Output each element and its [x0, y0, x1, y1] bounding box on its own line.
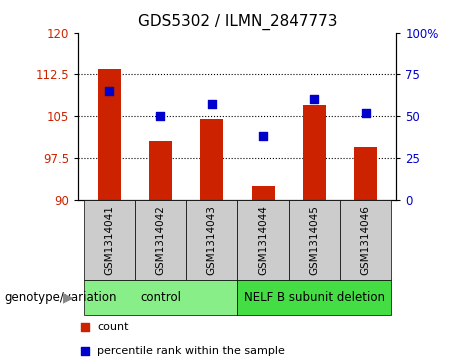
- Bar: [83, 280, 237, 315]
- Text: percentile rank within the sample: percentile rank within the sample: [97, 346, 285, 356]
- Point: [81, 348, 89, 354]
- Point: [311, 97, 318, 102]
- Bar: [303, 105, 326, 200]
- Text: GSM1314046: GSM1314046: [361, 205, 371, 274]
- Bar: [149, 141, 172, 200]
- Text: control: control: [140, 291, 181, 304]
- Text: ▶: ▶: [63, 291, 74, 305]
- Bar: [98, 69, 121, 200]
- Text: GSM1314043: GSM1314043: [207, 205, 217, 274]
- Text: NELF B subunit deletion: NELF B subunit deletion: [244, 291, 385, 304]
- Text: GSM1314044: GSM1314044: [258, 205, 268, 274]
- Text: count: count: [97, 322, 129, 332]
- Text: GSM1314042: GSM1314042: [155, 205, 165, 274]
- Point: [106, 88, 113, 94]
- Point: [260, 133, 267, 139]
- Bar: [186, 200, 237, 280]
- Bar: [200, 119, 223, 200]
- Bar: [237, 200, 289, 280]
- Point: [81, 324, 89, 330]
- Text: GSM1314041: GSM1314041: [104, 205, 114, 274]
- Text: GSM1314045: GSM1314045: [309, 205, 319, 274]
- Point: [362, 110, 369, 116]
- Point: [157, 113, 164, 119]
- Bar: [252, 186, 275, 200]
- Bar: [135, 200, 186, 280]
- Title: GDS5302 / ILMN_2847773: GDS5302 / ILMN_2847773: [138, 14, 337, 30]
- Point: [208, 102, 215, 107]
- Bar: [83, 200, 135, 280]
- Bar: [237, 280, 391, 315]
- Bar: [354, 147, 377, 200]
- Bar: [340, 200, 391, 280]
- Text: genotype/variation: genotype/variation: [5, 291, 117, 304]
- Bar: [289, 200, 340, 280]
